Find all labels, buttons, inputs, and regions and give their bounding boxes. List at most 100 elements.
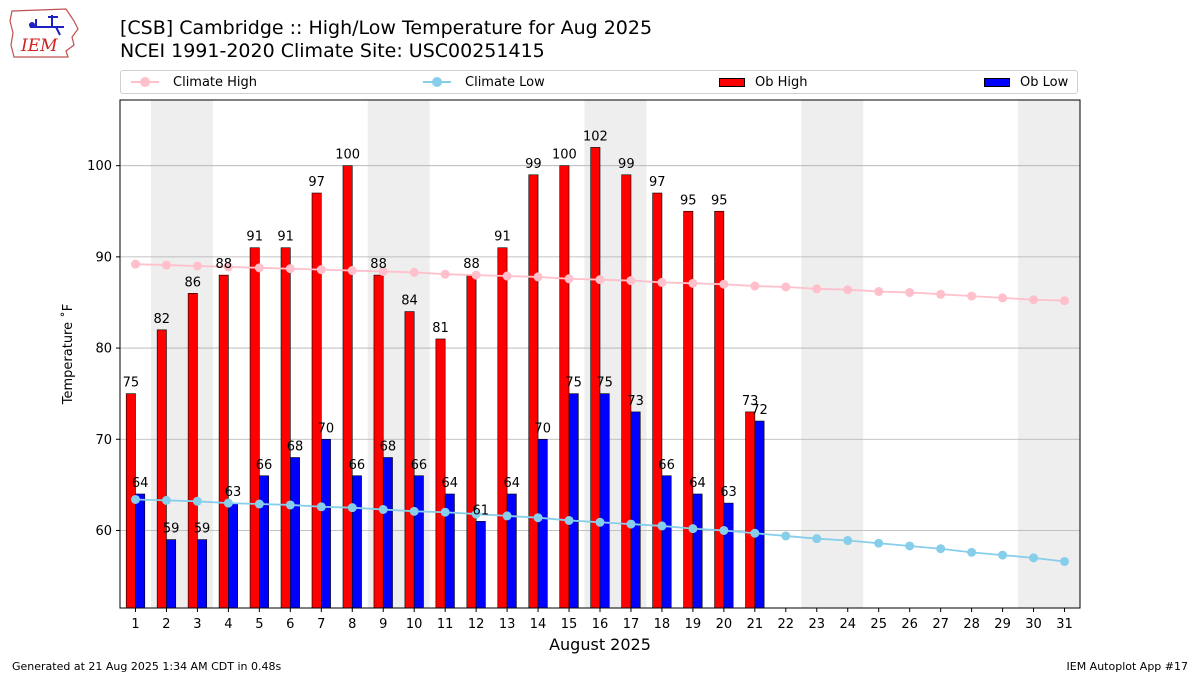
x-tick-label: 10 bbox=[406, 617, 423, 632]
ob-low-swatch bbox=[984, 77, 1010, 87]
x-tick-label: 30 bbox=[1025, 617, 1042, 632]
climate-high-swatch bbox=[131, 77, 159, 87]
ob-low-value-label: 68 bbox=[380, 440, 397, 455]
legend-ob-high-label: Ob High bbox=[755, 74, 808, 90]
x-tick-label: 18 bbox=[654, 617, 671, 632]
x-tick-label: 4 bbox=[224, 617, 232, 632]
x-tick-label: 15 bbox=[561, 617, 578, 632]
climate-low-point bbox=[254, 499, 264, 509]
climate-low-point bbox=[285, 500, 295, 510]
y-tick-label: 100 bbox=[87, 159, 112, 174]
ob-low-bar bbox=[568, 393, 579, 609]
ob-low-value-label: 70 bbox=[318, 421, 335, 436]
x-tick-label: 17 bbox=[623, 617, 640, 632]
climate-high-point bbox=[316, 265, 326, 275]
climate-low-point bbox=[564, 515, 574, 525]
ob-high-value-label: 86 bbox=[185, 275, 202, 290]
legend-climate-high: Climate High bbox=[131, 71, 257, 93]
climate-high-point bbox=[936, 289, 946, 299]
ob-low-value-label: 66 bbox=[411, 458, 428, 473]
ob-low-value-label: 63 bbox=[720, 485, 737, 500]
climate-low-point bbox=[843, 536, 853, 546]
climate-high-point bbox=[409, 267, 419, 277]
ob-high-bar bbox=[218, 274, 229, 609]
climate-low-point bbox=[595, 517, 605, 527]
climate-high-point bbox=[130, 259, 140, 269]
ob-low-bar bbox=[166, 539, 177, 609]
climate-high-point bbox=[285, 264, 295, 274]
app-id-label: IEM Autoplot App #17 bbox=[1066, 660, 1189, 673]
x-tick-label: 22 bbox=[778, 617, 795, 632]
generated-timestamp: Generated at 21 Aug 2025 1:34 AM CDT in … bbox=[12, 660, 282, 673]
legend: Climate High Climate Low Ob High Ob Low bbox=[120, 70, 1078, 94]
climate-low-point bbox=[1029, 553, 1039, 563]
climate-high-point bbox=[595, 275, 605, 285]
climate-high-point bbox=[192, 261, 202, 271]
ob-low-value-label: 66 bbox=[658, 458, 675, 473]
weekend-shade bbox=[1018, 100, 1080, 608]
ob-low-bar bbox=[197, 539, 208, 609]
weekend-shade bbox=[801, 100, 864, 608]
climate-high-point bbox=[719, 279, 729, 289]
climate-high-point bbox=[626, 276, 636, 286]
climate-low-point bbox=[688, 524, 698, 534]
climate-high-point bbox=[440, 269, 450, 279]
ob-low-value-label: 72 bbox=[751, 403, 768, 418]
ob-high-value-label: 97 bbox=[308, 175, 325, 190]
climate-low-point bbox=[1060, 556, 1070, 566]
x-tick-label: 21 bbox=[747, 617, 764, 632]
climate-low-point bbox=[347, 503, 357, 513]
ob-high-swatch bbox=[719, 77, 745, 87]
y-tick-label: 80 bbox=[95, 342, 112, 357]
ob-high-value-label: 100 bbox=[335, 148, 360, 163]
climate-low-point bbox=[378, 505, 388, 515]
y-tick-label: 90 bbox=[95, 250, 112, 265]
ob-high-bar bbox=[745, 411, 756, 609]
x-tick-label: 6 bbox=[286, 617, 294, 632]
climate-low-point bbox=[223, 498, 233, 508]
ob-low-value-label: 61 bbox=[473, 503, 490, 518]
x-tick-label: 1 bbox=[131, 617, 139, 632]
climate-low-point bbox=[533, 513, 543, 523]
ob-high-bar bbox=[342, 165, 353, 609]
legend-ob-low-label: Ob Low bbox=[1020, 74, 1069, 90]
climate-high-point bbox=[657, 277, 667, 287]
climate-low-point bbox=[874, 538, 884, 548]
ob-low-value-label: 66 bbox=[349, 458, 366, 473]
ob-high-bar bbox=[156, 329, 167, 609]
climate-high-point bbox=[843, 285, 853, 295]
ob-high-bar bbox=[280, 247, 291, 609]
climate-high-point bbox=[781, 282, 791, 292]
ob-high-bar bbox=[497, 247, 508, 609]
ob-high-bar bbox=[528, 174, 539, 609]
climate-low-swatch bbox=[423, 77, 451, 87]
ob-low-bar bbox=[290, 457, 300, 609]
ob-high-value-label: 88 bbox=[463, 257, 480, 272]
ob-low-value-label: 73 bbox=[627, 394, 644, 409]
ob-low-bar bbox=[228, 502, 238, 609]
ob-high-bar bbox=[621, 174, 632, 609]
legend-climate-high-label: Climate High bbox=[173, 74, 258, 90]
y-tick-label: 60 bbox=[95, 524, 112, 539]
ob-low-bar bbox=[692, 493, 703, 609]
ob-high-value-label: 91 bbox=[246, 230, 263, 245]
climate-high-point bbox=[161, 260, 171, 270]
ob-high-value-label: 99 bbox=[525, 157, 542, 172]
ob-low-bar bbox=[475, 521, 486, 609]
y-tick-label: 70 bbox=[95, 433, 112, 448]
climate-high-point bbox=[812, 284, 822, 294]
climate-low-point bbox=[409, 506, 419, 516]
ob-high-value-label: 82 bbox=[154, 312, 171, 327]
climate-high-point bbox=[471, 270, 481, 280]
ob-high-value-label: 84 bbox=[401, 294, 418, 309]
climate-high-point bbox=[1029, 295, 1039, 305]
ob-low-bar bbox=[382, 457, 393, 609]
climate-high-point bbox=[378, 266, 388, 276]
climate-low-point bbox=[719, 525, 729, 535]
ob-low-value-label: 64 bbox=[132, 476, 149, 491]
x-axis-label: August 2025 bbox=[549, 635, 651, 654]
ob-low-bar bbox=[259, 475, 269, 609]
ob-high-bar bbox=[683, 210, 694, 609]
x-tick-label: 20 bbox=[716, 617, 733, 632]
climate-high-point bbox=[223, 262, 233, 272]
